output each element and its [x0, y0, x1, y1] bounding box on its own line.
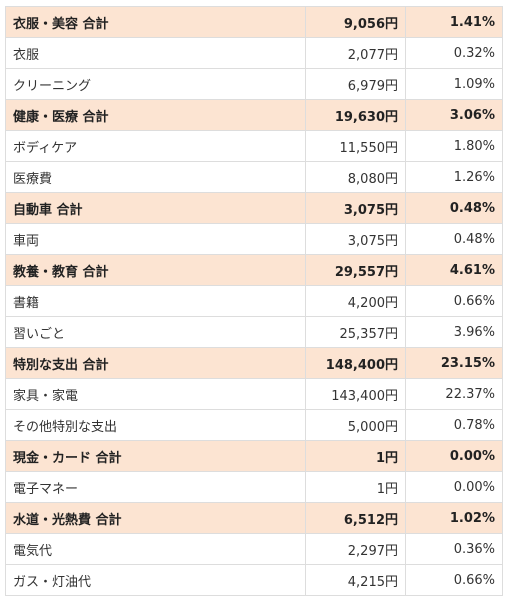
percent: 0.36%: [405, 533, 503, 565]
expense-table: 衣服・美容 合計 9,056円 1.41% 衣服 2,077円 0.32% クリーニング 6,…: [5, 6, 503, 596]
percent: 1.09%: [405, 68, 503, 100]
total-row: 自動車 合計 3,075円 0.48%: [5, 192, 503, 224]
percent: 1.26%: [405, 161, 503, 193]
category-label: 自動車 合計: [5, 192, 306, 224]
category-label: その他特別な支出: [5, 409, 306, 441]
category-label: 健康・医療 合計: [5, 99, 306, 131]
item-row: 医療費 8,080円 1.26%: [5, 161, 503, 193]
category-label: 電気代: [5, 533, 306, 565]
category-label: 書籍: [5, 285, 306, 317]
category-label: ボディケア: [5, 130, 306, 162]
category-label: クリーニング: [5, 68, 306, 100]
amount: 19,630円: [305, 99, 406, 131]
total-row: 教養・教育 合計 29,557円 4.61%: [5, 254, 503, 286]
category-label: 医療費: [5, 161, 306, 193]
category-label: 習いごと: [5, 316, 306, 348]
category-label: 衣服: [5, 37, 306, 69]
category-label: 家具・家電: [5, 378, 306, 410]
amount: 4,200円: [305, 285, 406, 317]
percent: 0.78%: [405, 409, 503, 441]
percent: 0.00%: [405, 471, 503, 503]
percent: 0.48%: [405, 192, 503, 224]
item-row: その他特別な支出 5,000円 0.78%: [5, 409, 503, 441]
percent: 3.06%: [405, 99, 503, 131]
category-label: 現金・カード 合計: [5, 440, 306, 472]
percent: 0.48%: [405, 223, 503, 255]
amount: 1円: [305, 471, 406, 503]
percent: 23.15%: [405, 347, 503, 379]
category-label: 衣服・美容 合計: [5, 6, 306, 38]
total-row: 特別な支出 合計 148,400円 23.15%: [5, 347, 503, 379]
item-row: 車両 3,075円 0.48%: [5, 223, 503, 255]
item-row: ガス・灯油代 4,215円 0.66%: [5, 564, 503, 596]
amount: 2,077円: [305, 37, 406, 69]
category-label: 車両: [5, 223, 306, 255]
category-label: 特別な支出 合計: [5, 347, 306, 379]
amount: 148,400円: [305, 347, 406, 379]
amount: 3,075円: [305, 192, 406, 224]
percent: 3.96%: [405, 316, 503, 348]
total-row: 衣服・美容 合計 9,056円 1.41%: [5, 6, 503, 38]
percent: 4.61%: [405, 254, 503, 286]
amount: 1円: [305, 440, 406, 472]
percent: 0.00%: [405, 440, 503, 472]
category-label: 電子マネー: [5, 471, 306, 503]
table-body: 衣服・美容 合計 9,056円 1.41% 衣服 2,077円 0.32% クリーニング 6,…: [5, 6, 503, 596]
percent: 1.02%: [405, 502, 503, 534]
amount: 4,215円: [305, 564, 406, 596]
category-label: ガス・灯油代: [5, 564, 306, 596]
amount: 5,000円: [305, 409, 406, 441]
total-row: 健康・医療 合計 19,630円 3.06%: [5, 99, 503, 131]
percent: 1.41%: [405, 6, 503, 38]
item-row: 電気代 2,297円 0.36%: [5, 533, 503, 565]
amount: 2,297円: [305, 533, 406, 565]
percent: 0.66%: [405, 564, 503, 596]
category-label: 水道・光熱費 合計: [5, 502, 306, 534]
amount: 29,557円: [305, 254, 406, 286]
percent: 0.66%: [405, 285, 503, 317]
amount: 25,357円: [305, 316, 406, 348]
amount: 6,512円: [305, 502, 406, 534]
item-row: ボディケア 11,550円 1.80%: [5, 130, 503, 162]
percent: 1.80%: [405, 130, 503, 162]
item-row: クリーニング 6,979円 1.09%: [5, 68, 503, 100]
item-row: 電子マネー 1円 0.00%: [5, 471, 503, 503]
amount: 143,400円: [305, 378, 406, 410]
category-label: 教養・教育 合計: [5, 254, 306, 286]
item-row: 衣服 2,077円 0.32%: [5, 37, 503, 69]
percent: 22.37%: [405, 378, 503, 410]
item-row: 習いごと 25,357円 3.96%: [5, 316, 503, 348]
total-row: 水道・光熱費 合計 6,512円 1.02%: [5, 502, 503, 534]
amount: 3,075円: [305, 223, 406, 255]
percent: 0.32%: [405, 37, 503, 69]
amount: 9,056円: [305, 6, 406, 38]
amount: 11,550円: [305, 130, 406, 162]
item-row: 書籍 4,200円 0.66%: [5, 285, 503, 317]
total-row: 現金・カード 合計 1円 0.00%: [5, 440, 503, 472]
item-row: 家具・家電 143,400円 22.37%: [5, 378, 503, 410]
amount: 6,979円: [305, 68, 406, 100]
amount: 8,080円: [305, 161, 406, 193]
